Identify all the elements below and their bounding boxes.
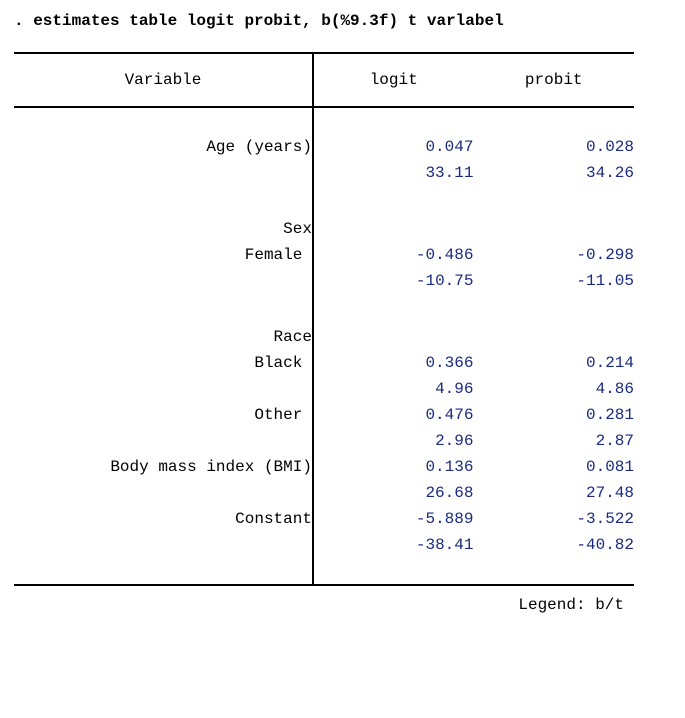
spacer — [14, 558, 313, 585]
variable-label: Body mass index (BMI) — [14, 454, 313, 480]
estimate-value: 0.136 — [313, 454, 474, 480]
col-header-model: logit — [313, 53, 474, 107]
estimate-value: 0.366 — [313, 350, 474, 376]
variable-label — [14, 376, 313, 402]
variable-label: Age (years) — [14, 134, 313, 160]
estimate-value: 0.214 — [473, 350, 634, 376]
variable-label: Race — [14, 324, 313, 350]
legend-text: Legend: b/t — [14, 596, 634, 614]
estimate-value: -3.522 — [473, 506, 634, 532]
variable-label — [14, 480, 313, 506]
variable-label: Sex — [14, 216, 313, 242]
estimate-value: 0.081 — [473, 454, 634, 480]
estimate-value: -38.41 — [313, 532, 474, 558]
estimate-value: 0.476 — [313, 402, 474, 428]
estimate-value: -0.298 — [473, 242, 634, 268]
estimate-value: 4.96 — [313, 376, 474, 402]
spacer — [14, 294, 313, 324]
variable-label — [14, 268, 313, 294]
estimate-value: -40.82 — [473, 532, 634, 558]
variable-label — [14, 428, 313, 454]
estimate-value: 2.87 — [473, 428, 634, 454]
spacer — [14, 107, 313, 134]
estimate-value: -0.486 — [313, 242, 474, 268]
estimate-value: 0.047 — [313, 134, 474, 160]
variable-label — [14, 160, 313, 186]
estimate-value: 27.48 — [473, 480, 634, 506]
variable-label: Constant — [14, 506, 313, 532]
spacer — [14, 186, 313, 216]
estimate-value: 33.11 — [313, 160, 474, 186]
estimate-value: 26.68 — [313, 480, 474, 506]
estimate-value: 0.281 — [473, 402, 634, 428]
estimates-table: Variablelogitprobit Age (years)0.0470.028… — [14, 52, 634, 586]
estimate-value: -5.889 — [313, 506, 474, 532]
col-header-variable: Variable — [14, 53, 313, 107]
estimate-value: 4.86 — [473, 376, 634, 402]
estimate-value: 2.96 — [313, 428, 474, 454]
estimate-value — [313, 324, 474, 350]
estimate-value — [313, 216, 474, 242]
command-line: . estimates table logit probit, b(%9.3f)… — [14, 12, 671, 30]
estimate-value: -10.75 — [313, 268, 474, 294]
variable-label — [14, 532, 313, 558]
variable-label: Female — [14, 242, 313, 268]
estimate-value: -11.05 — [473, 268, 634, 294]
estimate-value: 34.26 — [473, 160, 634, 186]
estimate-value — [473, 324, 634, 350]
variable-label: Black — [14, 350, 313, 376]
estimate-value — [473, 216, 634, 242]
variable-label: Other — [14, 402, 313, 428]
estimate-value: 0.028 — [473, 134, 634, 160]
col-header-model: probit — [473, 53, 634, 107]
